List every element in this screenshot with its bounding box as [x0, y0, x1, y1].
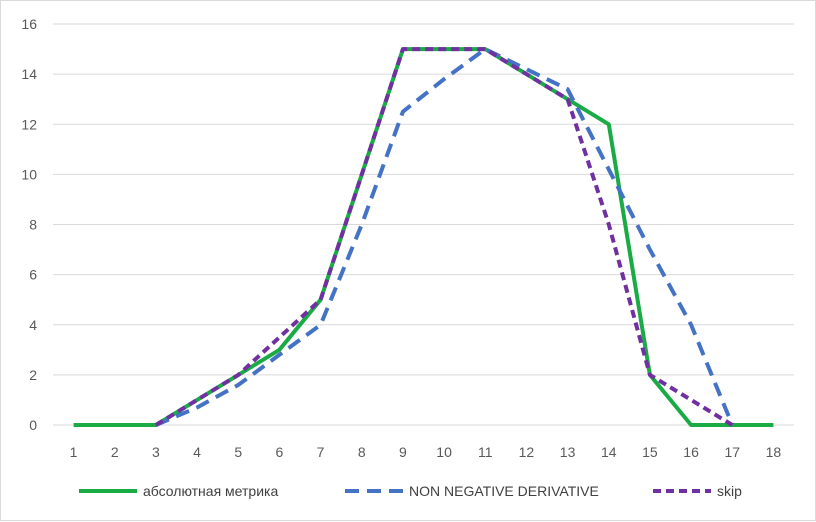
- legend: абсолютная метрика NON NEGATIVE DERIVATIV…: [79, 483, 742, 499]
- y-axis-ticks: 0 2 4 6 8 10 12 14 16: [21, 16, 37, 433]
- y-tick-label: 10: [21, 166, 37, 182]
- x-tick-label: 2: [111, 444, 119, 460]
- y-tick-label: 12: [21, 116, 37, 132]
- x-tick-label: 9: [399, 444, 407, 460]
- series-line-1: [73, 47, 774, 427]
- x-tick-label: 18: [766, 444, 782, 460]
- y-tick-label: 2: [29, 367, 37, 383]
- gridlines: [53, 23, 794, 426]
- x-tick-label: 5: [234, 444, 242, 460]
- y-tick-label: 4: [29, 317, 37, 333]
- y-tick-label: 16: [21, 16, 37, 32]
- series-group: [73, 47, 774, 427]
- x-tick-label: 8: [358, 444, 366, 460]
- x-tick-label: 4: [193, 444, 201, 460]
- y-tick-label: 0: [29, 417, 37, 433]
- x-axis-ticks: 1 2 3 4 5 6 7 8 9 10 11 12 13 14 15 16 17 18: [70, 444, 782, 460]
- x-tick-label: 14: [601, 444, 617, 460]
- x-tick-label: 6: [276, 444, 284, 460]
- x-tick-label: 3: [152, 444, 160, 460]
- x-tick-label: 13: [560, 444, 576, 460]
- legend-label: NON NEGATIVE DERIVATIVE: [409, 483, 599, 499]
- legend-label: абсолютная метрика: [143, 483, 278, 499]
- x-tick-label: 15: [642, 444, 658, 460]
- x-tick-label: 7: [317, 444, 325, 460]
- x-tick-label: 16: [683, 444, 699, 460]
- legend-label: skip: [717, 483, 742, 499]
- y-tick-label: 14: [21, 66, 37, 82]
- series-line-2: [155, 47, 735, 427]
- y-tick-label: 8: [29, 217, 37, 233]
- series-line-3: [154, 47, 734, 427]
- x-tick-label: 17: [724, 444, 740, 460]
- x-tick-label: 10: [436, 444, 452, 460]
- y-tick-label: 6: [29, 267, 37, 283]
- x-tick-label: 12: [519, 444, 535, 460]
- x-tick-label: 11: [478, 444, 493, 460]
- x-tick-label: 1: [70, 444, 78, 460]
